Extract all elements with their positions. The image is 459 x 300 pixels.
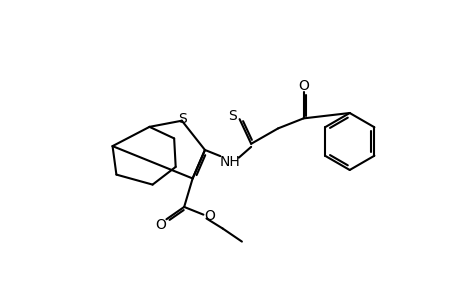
Text: S: S <box>228 109 236 123</box>
Text: O: O <box>297 79 308 93</box>
Text: NH: NH <box>219 154 240 169</box>
Text: O: O <box>204 209 214 223</box>
Text: S: S <box>178 112 187 126</box>
Text: O: O <box>155 218 165 232</box>
